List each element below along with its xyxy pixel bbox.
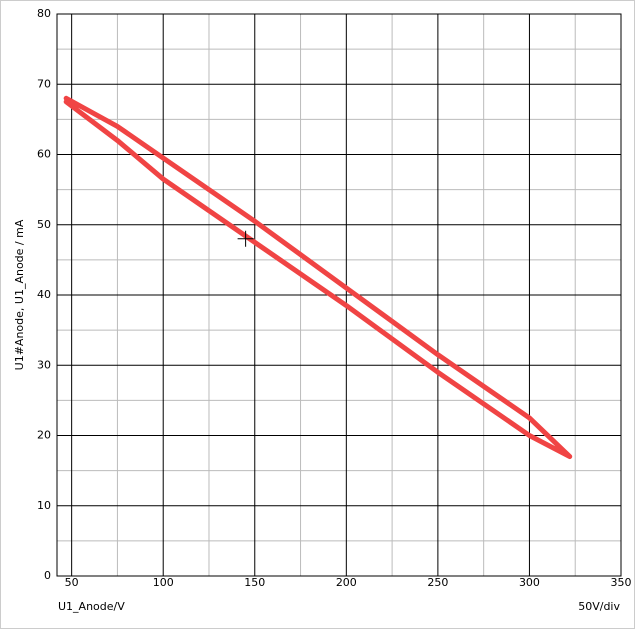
y-tick-label: 70 [37, 77, 51, 90]
y-tick-label: 20 [37, 429, 51, 442]
x-tick-label: 50 [65, 576, 79, 589]
x-tick-label: 300 [519, 576, 540, 589]
scale-label: 50V/div [578, 600, 620, 613]
cursor [237, 230, 254, 247]
y-axis-label: U1#Anode, U1_Anode / mA [13, 219, 26, 370]
trace [63, 95, 573, 460]
y-tick-label: 0 [44, 569, 51, 582]
y-tick-label: 30 [37, 358, 51, 371]
x-tick-label: 250 [427, 576, 448, 589]
x-axis-label: U1_Anode/V [58, 600, 125, 613]
x-tick-label: 350 [611, 576, 632, 589]
x-tick-label: 100 [153, 576, 174, 589]
x-tick-label: 200 [336, 576, 357, 589]
y-tick-label: 50 [37, 218, 51, 231]
plot-border [56, 13, 622, 577]
y-tick-label: 10 [37, 499, 51, 512]
y-tick-label: 60 [37, 148, 51, 161]
y-tick-label: 40 [37, 288, 51, 301]
y-tick-label: 80 [37, 7, 51, 20]
x-tick-label: 150 [244, 576, 265, 589]
